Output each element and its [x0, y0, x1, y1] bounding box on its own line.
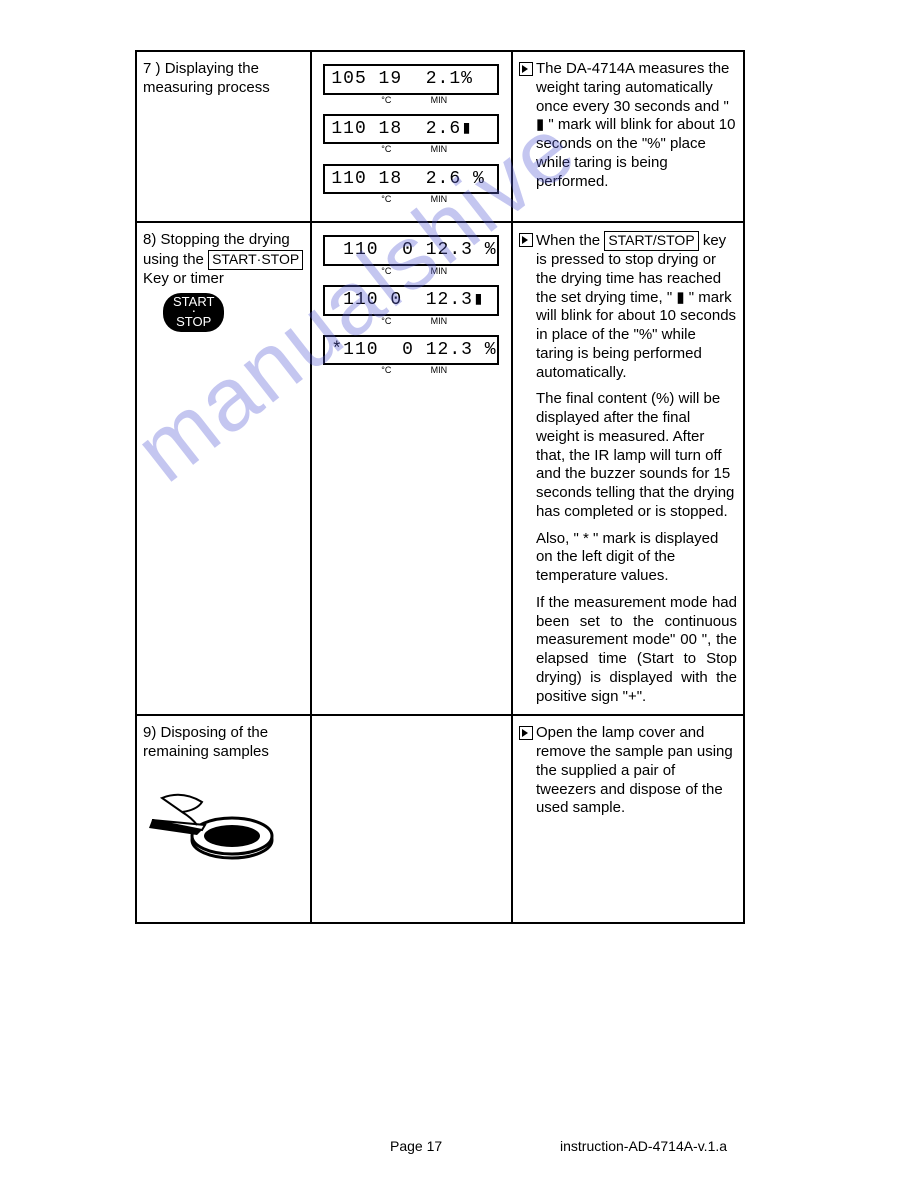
play-bullet-icon	[519, 233, 533, 247]
lcd-display: 110 18 2.6▮	[323, 114, 499, 145]
unit-min: MIN	[414, 316, 464, 327]
display-cell: 105 19 2.1% °CMIN 110 18 2.6▮ °CMIN 110 …	[311, 51, 512, 222]
step-title: 7 ) Displaying the measuring process	[143, 60, 304, 98]
btn-label-top: START	[173, 295, 214, 309]
unit-c: °C	[359, 144, 414, 155]
table-row: 8) Stopping the drying using the START·S…	[136, 222, 744, 715]
manual-page: 7 ) Displaying the measuring process 105…	[135, 50, 745, 924]
description-cell: The DA-4714A measures the weight taring …	[512, 51, 744, 222]
lcd-units: °CMIN	[331, 266, 491, 277]
unit-c: °C	[359, 316, 414, 327]
description-text: When the START/STOP key is pressed to st…	[536, 231, 737, 706]
step-text: Displaying the measuring process	[143, 60, 270, 96]
lcd-display: *110 0 12.3 %	[323, 335, 499, 366]
play-bullet-icon	[519, 62, 533, 76]
desc-paragraph: If the measurement mode had been set to …	[536, 594, 737, 707]
unit-min: MIN	[414, 365, 464, 376]
document-id: instruction-AD-4714A-v.1.a	[560, 1138, 727, 1154]
table-row: 9) Disposing of the remaining samples Op…	[136, 715, 744, 923]
instruction-table: 7 ) Displaying the measuring process 105…	[135, 50, 745, 924]
lcd-units: °CMIN	[331, 316, 491, 327]
desc-part: key is pressed to stop drying or the dry…	[536, 232, 736, 380]
desc-part: When the	[536, 232, 604, 249]
start-stop-key-label: START·STOP	[208, 250, 303, 270]
description-cell: When the START/STOP key is pressed to st…	[512, 222, 744, 715]
lcd-display: 110 0 12.3▮	[323, 285, 499, 316]
lcd-display: 110 18 2.6 %	[323, 164, 499, 195]
unit-min: MIN	[414, 266, 464, 277]
step-title: 9) Disposing of the remaining samples	[143, 724, 304, 762]
unit-c: °C	[359, 266, 414, 277]
description-text: The DA-4714A measures the weight taring …	[536, 60, 737, 191]
unit-c: °C	[359, 194, 414, 205]
description-cell: Open the lamp cover and remove the sampl…	[512, 715, 744, 923]
step-cell: 8) Stopping the drying using the START·S…	[136, 222, 311, 715]
desc-paragraph: The final content (%) will be displayed …	[536, 390, 737, 521]
lcd-display: 105 19 2.1%	[323, 64, 499, 95]
tweezers-pan-icon	[147, 770, 287, 865]
step-number: 8)	[143, 231, 156, 248]
btn-label-bottom: STOP	[173, 315, 214, 329]
lcd-units: °CMIN	[331, 95, 491, 106]
step-title: 8) Stopping the drying using the START·S…	[143, 231, 304, 288]
lcd-units: °CMIN	[331, 194, 491, 205]
play-bullet-icon	[519, 726, 533, 740]
table-row: 7 ) Displaying the measuring process 105…	[136, 51, 744, 222]
step-text: Disposing of the remaining samples	[143, 724, 269, 760]
unit-c: °C	[359, 95, 414, 106]
display-cell: 110 0 12.3 % °CMIN 110 0 12.3▮ °CMIN *11…	[311, 222, 512, 715]
start-stop-key-label: START/STOP	[604, 231, 698, 251]
lcd-units: °CMIN	[331, 365, 491, 376]
unit-c: °C	[359, 365, 414, 376]
lcd-display: 110 0 12.3 %	[323, 235, 499, 266]
step-cell: 7 ) Displaying the measuring process	[136, 51, 311, 222]
display-cell	[311, 715, 512, 923]
lcd-units: °CMIN	[331, 144, 491, 155]
unit-min: MIN	[414, 95, 464, 106]
step-cell: 9) Disposing of the remaining samples	[136, 715, 311, 923]
start-stop-button-icon: START ▪ STOP	[163, 293, 224, 332]
desc-paragraph: Also, " * " mark is displayed on the lef…	[536, 530, 737, 586]
step-number: 7 )	[143, 60, 161, 77]
step-number: 9)	[143, 724, 156, 741]
unit-min: MIN	[414, 144, 464, 155]
unit-min: MIN	[414, 194, 464, 205]
description-text: Open the lamp cover and remove the sampl…	[536, 724, 737, 818]
page-number: Page 17	[390, 1138, 442, 1154]
step-text-after: Key or timer	[143, 270, 224, 287]
